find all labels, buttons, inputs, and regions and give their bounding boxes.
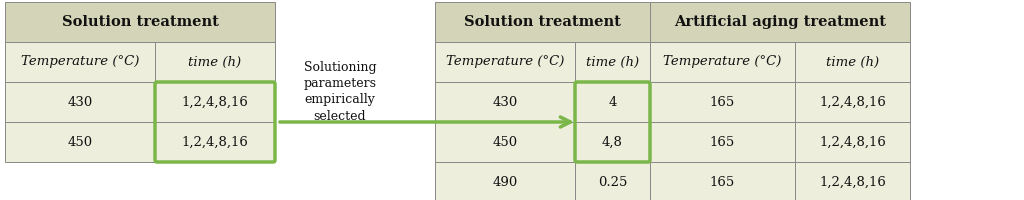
Text: 4: 4 [608, 96, 616, 108]
Bar [435, 122, 575, 162]
Text: Solution treatment: Solution treatment [464, 15, 621, 29]
Bar [155, 42, 275, 82]
Bar [435, 82, 575, 122]
Text: 430: 430 [68, 96, 92, 108]
Bar [795, 82, 910, 122]
Bar [435, 42, 575, 82]
Bar [795, 122, 910, 162]
Bar [155, 122, 275, 162]
Bar [650, 122, 795, 162]
Bar [435, 2, 650, 42]
Text: Solutioning
parameters
empirically
selected: Solutioning parameters empirically selec… [303, 62, 377, 122]
Bar [575, 82, 650, 122]
Bar [650, 2, 910, 42]
Text: 1,2,4,8,16: 1,2,4,8,16 [181, 96, 249, 108]
Bar [575, 122, 650, 162]
Text: 430: 430 [493, 96, 517, 108]
Bar [575, 162, 650, 200]
Bar [5, 42, 155, 82]
Text: time (h): time (h) [586, 55, 639, 68]
Text: 0.25: 0.25 [598, 176, 627, 188]
Bar [435, 162, 575, 200]
Text: Temperature (°C): Temperature (°C) [445, 55, 564, 68]
Bar [795, 162, 910, 200]
Bar [650, 82, 795, 122]
Text: 1,2,4,8,16: 1,2,4,8,16 [819, 176, 886, 188]
Text: time (h): time (h) [188, 55, 242, 68]
Text: 450: 450 [68, 136, 92, 148]
Text: 165: 165 [710, 176, 735, 188]
Text: 165: 165 [710, 136, 735, 148]
Bar [5, 82, 155, 122]
Text: 490: 490 [493, 176, 517, 188]
Text: Solution treatment: Solution treatment [61, 15, 218, 29]
Bar [5, 122, 155, 162]
Bar [650, 42, 795, 82]
Bar [155, 82, 275, 122]
Text: Temperature (°C): Temperature (°C) [20, 55, 139, 68]
Text: 4,8: 4,8 [602, 136, 623, 148]
Text: 450: 450 [493, 136, 517, 148]
Text: 1,2,4,8,16: 1,2,4,8,16 [819, 96, 886, 108]
Text: 1,2,4,8,16: 1,2,4,8,16 [819, 136, 886, 148]
Bar [650, 162, 795, 200]
Bar [5, 2, 275, 42]
Text: time (h): time (h) [826, 55, 879, 68]
Text: 165: 165 [710, 96, 735, 108]
Text: Artificial aging treatment: Artificial aging treatment [674, 15, 886, 29]
Bar [575, 42, 650, 82]
Text: Temperature (°C): Temperature (°C) [664, 55, 781, 68]
Text: 1,2,4,8,16: 1,2,4,8,16 [181, 136, 249, 148]
Bar [795, 42, 910, 82]
